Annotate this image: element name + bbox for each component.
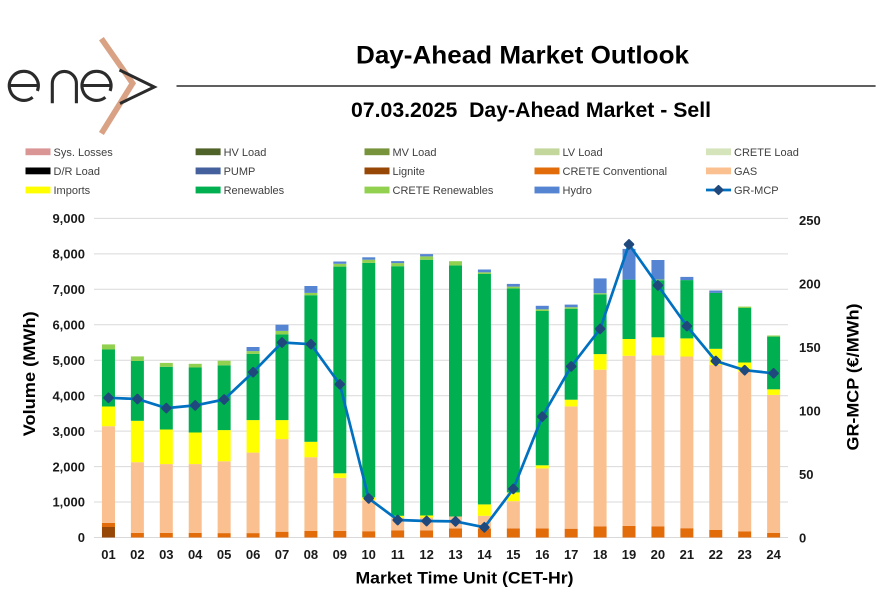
svg-text:3,000: 3,000 bbox=[52, 424, 85, 439]
svg-text:Renewables: Renewables bbox=[224, 185, 285, 197]
svg-text:01: 01 bbox=[101, 547, 115, 562]
svg-text:08: 08 bbox=[304, 547, 318, 562]
svg-text:14: 14 bbox=[477, 547, 492, 562]
svg-text:18: 18 bbox=[593, 547, 607, 562]
svg-text:1,000: 1,000 bbox=[52, 495, 85, 510]
svg-text:21: 21 bbox=[680, 547, 694, 562]
svg-text:250: 250 bbox=[799, 213, 821, 228]
svg-text:100: 100 bbox=[799, 404, 821, 419]
svg-text:GR-MCP (€/MWh): GR-MCP (€/MWh) bbox=[844, 304, 862, 451]
svg-text:09: 09 bbox=[333, 547, 347, 562]
svg-text:HV Load: HV Load bbox=[224, 147, 267, 159]
svg-text:GR-MCP: GR-MCP bbox=[734, 185, 779, 197]
svg-text:150: 150 bbox=[799, 340, 821, 355]
svg-text:0: 0 bbox=[799, 531, 806, 546]
svg-text:Imports: Imports bbox=[54, 185, 91, 197]
svg-text:D/R Load: D/R Load bbox=[54, 166, 100, 178]
svg-text:19: 19 bbox=[622, 547, 636, 562]
svg-text:06: 06 bbox=[246, 547, 260, 562]
svg-text:8,000: 8,000 bbox=[52, 247, 85, 262]
svg-text:20: 20 bbox=[651, 547, 665, 562]
svg-text:6,000: 6,000 bbox=[52, 318, 85, 333]
svg-text:02: 02 bbox=[130, 547, 144, 562]
svg-text:22: 22 bbox=[709, 547, 723, 562]
svg-text:Hydro: Hydro bbox=[563, 185, 592, 197]
svg-text:Lignite: Lignite bbox=[393, 166, 425, 178]
svg-text:CRETE Renewables: CRETE Renewables bbox=[393, 185, 494, 197]
svg-text:04: 04 bbox=[188, 547, 203, 562]
svg-text:50: 50 bbox=[799, 467, 813, 482]
svg-text:CRETE Load: CRETE Load bbox=[734, 147, 799, 159]
svg-text:5,000: 5,000 bbox=[52, 353, 85, 368]
svg-text:24: 24 bbox=[766, 547, 781, 562]
svg-text:CRETE Conventional: CRETE Conventional bbox=[563, 166, 668, 178]
svg-text:Day-Ahead Market Outlook: Day-Ahead Market Outlook bbox=[356, 42, 689, 70]
svg-text:05: 05 bbox=[217, 547, 231, 562]
svg-text:03: 03 bbox=[159, 547, 173, 562]
svg-text:7,000: 7,000 bbox=[52, 282, 85, 297]
svg-text:Sys. Losses: Sys. Losses bbox=[54, 147, 114, 159]
svg-text:11: 11 bbox=[391, 547, 405, 562]
svg-text:Volume (MWh): Volume (MWh) bbox=[21, 311, 39, 436]
svg-text:Market Time Unit (CET-Hr): Market Time Unit (CET-Hr) bbox=[356, 570, 574, 588]
svg-text:12: 12 bbox=[419, 547, 433, 562]
svg-text:23: 23 bbox=[737, 547, 751, 562]
svg-text:9,000: 9,000 bbox=[52, 211, 85, 226]
svg-text:07.03.2025 Day-Ahead Market -: 07.03.2025 Day-Ahead Market - Sell bbox=[351, 99, 711, 122]
svg-text:10: 10 bbox=[361, 547, 375, 562]
svg-text:17: 17 bbox=[564, 547, 578, 562]
svg-text:PUMP: PUMP bbox=[224, 166, 256, 178]
svg-text:15: 15 bbox=[506, 547, 520, 562]
svg-text:16: 16 bbox=[535, 547, 549, 562]
svg-text:13: 13 bbox=[448, 547, 462, 562]
svg-text:4,000: 4,000 bbox=[52, 388, 85, 403]
svg-text:MV Load: MV Load bbox=[393, 147, 437, 159]
svg-text:0: 0 bbox=[78, 530, 85, 545]
svg-text:LV Load: LV Load bbox=[563, 147, 603, 159]
svg-text:2,000: 2,000 bbox=[52, 459, 85, 474]
svg-text:GAS: GAS bbox=[734, 166, 757, 178]
svg-text:200: 200 bbox=[799, 277, 821, 292]
svg-text:07: 07 bbox=[275, 547, 289, 562]
